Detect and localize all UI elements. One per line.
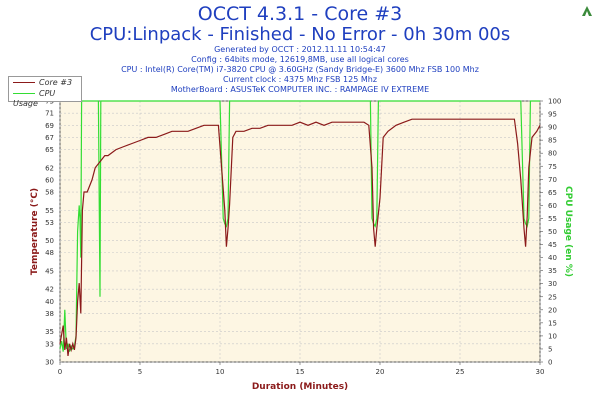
y2-tick-label: 35 xyxy=(548,267,557,275)
y-tick-label: 35 xyxy=(45,328,54,336)
y2-tick-label: 80 xyxy=(548,150,557,158)
x-tick-label: 5 xyxy=(138,368,142,376)
occt-logo-icon xyxy=(582,6,592,16)
y2-tick-label: 0 xyxy=(548,359,552,367)
series-line-core3 xyxy=(59,118,541,356)
y2-tick-label: 75 xyxy=(548,163,557,171)
y2-tick-label: 60 xyxy=(548,202,557,210)
y-tick-label: 71 xyxy=(45,110,54,118)
y-tick-label: 69 xyxy=(45,122,54,130)
y-tick-label: 48 xyxy=(45,249,54,257)
info-line-generated: Generated by OCCT : 2012.11.11 10:54:47 xyxy=(214,45,386,54)
y2-tick-label: 15 xyxy=(548,319,557,327)
y2-tick-label: 50 xyxy=(548,228,557,236)
y-tick-label: 42 xyxy=(45,286,54,294)
y-tick-label: 65 xyxy=(45,146,54,154)
y2-tick-label: 95 xyxy=(548,111,557,119)
y-tick-label: 40 xyxy=(45,298,54,306)
y-tick-label: 58 xyxy=(45,189,54,197)
x-tick-label: 20 xyxy=(376,368,385,376)
x-axis-label: Duration (Minutes) xyxy=(252,382,348,392)
y-tick-label: 50 xyxy=(45,237,54,245)
y2-tick-label: 30 xyxy=(548,280,557,288)
y-tick-label: 30 xyxy=(45,359,54,367)
chart-legend: Core #3 CPU Usage xyxy=(8,76,82,108)
y2-tick-label: 55 xyxy=(548,215,557,223)
legend-label-cpu-usage: CPU Usage xyxy=(13,89,56,108)
y-tick-label: 33 xyxy=(45,340,54,348)
y-tick-label: 38 xyxy=(45,310,54,318)
y2-tick-label: 85 xyxy=(548,137,557,145)
y-axis-label: Temperature (°C) xyxy=(30,188,40,275)
legend-item-cpu-usage: CPU Usage xyxy=(13,89,81,108)
info-line-clock: Current clock : 4375 Mhz FSB 125 Mhz xyxy=(222,75,378,84)
info-line-motherboard: MotherBoard : ASUSTeK COMPUTER INC. : RA… xyxy=(170,85,430,94)
y2-tick-label: 45 xyxy=(548,241,557,249)
x-tick-label: 10 xyxy=(216,368,225,376)
y2-axis-label: CPU Usage (en %) xyxy=(563,186,573,277)
legend-swatch-cpu-usage xyxy=(13,93,35,94)
y2-tick-label: 5 xyxy=(548,345,552,353)
y-tick-label: 62 xyxy=(45,164,54,172)
info-line-config: Config : 64bits mode, 12619,8MB, use all… xyxy=(191,55,409,64)
y2-tick-label: 40 xyxy=(548,254,557,262)
legend-swatch-core3 xyxy=(13,82,35,83)
y2-tick-label: 100 xyxy=(548,98,561,106)
chart-subtitle: CPU:Linpack - Finished - No Error - 0h 3… xyxy=(89,24,511,45)
y2-tick-label: 90 xyxy=(548,124,557,132)
y-tick-label: 60 xyxy=(45,176,54,184)
chart-title: OCCT 4.3.1 - Core #3 xyxy=(197,3,403,25)
y2-tick-label: 70 xyxy=(548,176,557,184)
y-tick-label: 45 xyxy=(45,267,54,275)
y-tick-label: 53 xyxy=(45,219,54,227)
y2-tick-label: 25 xyxy=(548,293,557,301)
x-tick-label: 30 xyxy=(536,368,545,376)
x-tick-label: 25 xyxy=(456,368,465,376)
y2-tick-label: 20 xyxy=(548,306,557,314)
y-tick-label: 67 xyxy=(45,134,54,142)
y-tick-label: 55 xyxy=(45,207,54,215)
legend-label-core3: Core #3 xyxy=(39,78,73,87)
legend-item-core3: Core #3 xyxy=(13,78,72,88)
y2-tick-label: 65 xyxy=(548,189,557,197)
info-line-cpu: CPU : Intel(R) Core(TM) i7-3820 CPU @ 3.… xyxy=(121,65,479,74)
x-tick-label: 15 xyxy=(296,368,305,376)
y2-tick-label: 10 xyxy=(548,332,557,340)
x-tick-label: 0 xyxy=(58,368,62,376)
